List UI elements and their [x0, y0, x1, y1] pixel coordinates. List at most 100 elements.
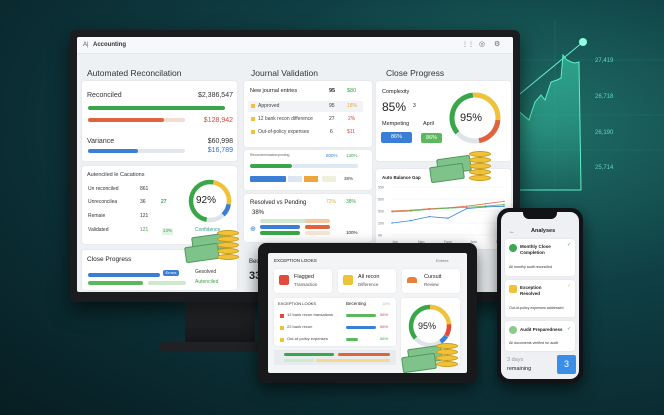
x-tick-label: Jan [392, 240, 398, 244]
table-column-header: Becenting [346, 301, 367, 306]
exception-card[interactable]: Cursuit Review [402, 269, 460, 293]
row-count: 6 [330, 129, 333, 135]
chip2-value[interactable]: 86% [421, 133, 442, 143]
data-point [484, 206, 487, 208]
row-bar [346, 338, 358, 341]
settings-icon[interactable]: ⚙ [494, 41, 501, 48]
complexity-value: 85% [382, 100, 407, 114]
table-title: EXCEPTION LOOKS [278, 301, 317, 306]
reconciled-label: Reconciled [87, 92, 122, 99]
bar [284, 359, 314, 362]
row-value: $11 [347, 129, 355, 135]
x-tick-label: Juru [470, 240, 477, 244]
table-column-header-2: 18% [382, 301, 391, 306]
row-badge: 13% [162, 228, 174, 235]
chip2-label: April [423, 121, 435, 127]
recon-label: Recondemination/posting [250, 153, 290, 157]
section-title: Journal Validation [251, 68, 318, 78]
chip1-label: Mempeting [382, 121, 410, 127]
check-circle-icon [509, 244, 517, 252]
total-percent: 100% [346, 230, 358, 235]
progress-bar [88, 273, 160, 277]
errors-chip: Errors [163, 270, 179, 276]
monitor-stand [185, 302, 255, 344]
row-label: Approved [258, 103, 280, 109]
row-label: Un reconciled [88, 186, 119, 192]
section-title: Close Progress [386, 68, 445, 78]
confidence-value: 92% [196, 195, 217, 206]
close-progress-card: Close Progress Errors Gesolved Autencile… [82, 250, 237, 290]
row-value: 18% [347, 103, 358, 109]
eye-icon[interactable]: ◎ [479, 41, 486, 48]
journal-table: New journal entries 95 $80 Approved 95 18% 1… [244, 81, 372, 147]
variance-sub-value: $16,789 [207, 147, 233, 154]
row-value: 121 [140, 213, 149, 219]
row-value: $80 [347, 88, 357, 94]
row-value: 36 [140, 199, 146, 205]
y-tick-label: 40 [378, 234, 382, 238]
days-sub: remaining [507, 366, 532, 372]
exception-card[interactable]: All recon Difference [338, 269, 396, 293]
exception-card[interactable]: Flagged Transaction [274, 269, 332, 293]
analysis-item[interactable]: Audit Preparedness ✓ All documents verif… [505, 321, 575, 351]
automated-label: Autenciled [195, 279, 219, 285]
y-tick-label: 500 [378, 198, 384, 202]
segment-bar [288, 176, 302, 182]
chip1-value[interactable]: 86% [381, 132, 412, 143]
back-icon[interactable]: ← [509, 229, 515, 235]
segment-bar [304, 176, 318, 182]
y-label: 26,718 [595, 94, 614, 100]
confidence-donut [188, 179, 232, 223]
x-tick-label: Nan [418, 240, 424, 244]
status-dot [280, 326, 284, 330]
tablet: EXCEPTION LOOKS Entries Flagged Transacti… [258, 243, 477, 383]
grid-icon[interactable]: ⋮⋮ [462, 42, 474, 48]
card-title: All recon [358, 274, 380, 280]
y-tick-label: 500 [378, 210, 384, 214]
bottom-value: 33 [249, 270, 262, 282]
review-icon [407, 277, 417, 283]
balance-gap-card: Auto Balance Gap 550 500 500 200 40 Jan Nan Fan… [376, 169, 511, 249]
analysis-item[interactable]: Exception Resolved ✓ Out-of-policy expen… [505, 280, 575, 317]
confidence-label: Confidence [195, 227, 221, 233]
complexity-sub: 3 [413, 103, 416, 109]
row-bar [346, 314, 376, 317]
data-point [465, 206, 468, 209]
table-row: 12 bank recon difference 27 2% [248, 114, 363, 125]
data-point [503, 200, 505, 203]
unreconciled-value: $128,942 [203, 117, 233, 124]
monitor-base [160, 342, 280, 352]
data-point [465, 205, 468, 207]
bar [305, 225, 330, 229]
status-dot [251, 104, 255, 108]
bar [305, 231, 330, 235]
variance-label: Variance [87, 138, 115, 145]
resolved-pending-title: Resolved vs Pending [250, 200, 307, 206]
row-count: 95 [329, 88, 336, 94]
row-value-2: 27 [161, 199, 167, 205]
bar [305, 219, 330, 223]
y-tick-label: 200 [378, 222, 384, 226]
row-percent: 56% [380, 312, 389, 317]
bar [260, 231, 300, 235]
add-icon[interactable]: ⊕ [250, 226, 256, 233]
days-label: 3 days [507, 357, 524, 363]
check-icon: ✓ [567, 242, 572, 248]
x-tick-label: Fane [444, 240, 452, 244]
chart-title: Auto Balance Gap [382, 175, 421, 180]
card-sub: Review [424, 282, 439, 287]
data-point [503, 203, 505, 206]
audit-icon [509, 326, 517, 334]
balance-gap-chart: 55050050020040JanNanFaneJuruSume [378, 186, 505, 245]
phone-screen: ← Analyses Monthly Close Completion ✓ Al… [501, 212, 579, 379]
data-point [503, 205, 505, 207]
app-title: Accounting [93, 42, 126, 48]
shield-icon [343, 275, 353, 285]
row-label: Unreconcilea [88, 199, 118, 205]
logo-icon: A| [83, 42, 89, 48]
reconciliation-card: Reconciled $2,386,547 $128,942 Variance … [82, 81, 237, 161]
analysis-item[interactable]: Monthly Close Completion ✓ All monthy au… [505, 239, 575, 276]
status-dot [251, 130, 255, 134]
days-badge: 3 [557, 355, 576, 374]
recon-card: Recondemination/posting 800% 130% 38% [244, 150, 372, 190]
